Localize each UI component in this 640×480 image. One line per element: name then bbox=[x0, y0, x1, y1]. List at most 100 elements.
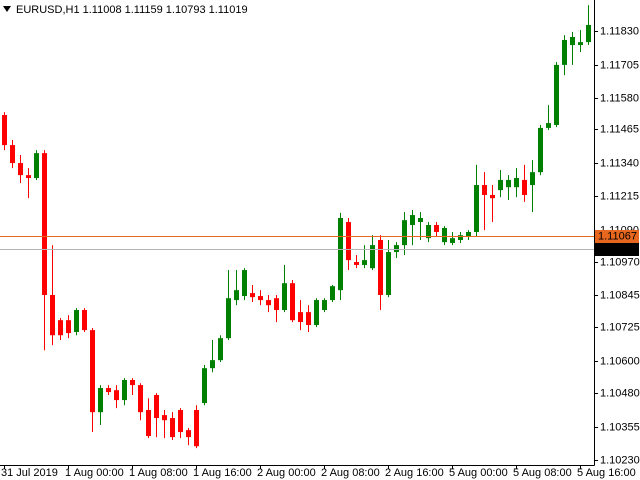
candle-body bbox=[146, 410, 151, 437]
candle-body bbox=[418, 218, 423, 223]
candle-body bbox=[378, 240, 383, 295]
y-tick-label: 1.10970 bbox=[600, 256, 640, 268]
candle-body bbox=[258, 296, 263, 301]
candle-body bbox=[522, 179, 527, 195]
candle-body bbox=[498, 179, 503, 191]
x-tick-label: 5 Aug 16:00 bbox=[577, 467, 636, 479]
candle-body bbox=[18, 163, 23, 176]
candle-body bbox=[538, 127, 543, 173]
candle-body bbox=[298, 312, 303, 323]
candle-body bbox=[242, 270, 247, 297]
candle-body bbox=[58, 320, 63, 336]
candle-body bbox=[314, 300, 319, 326]
candle-body bbox=[42, 153, 47, 295]
candle-body bbox=[346, 222, 351, 261]
y-tick-label: 1.11215 bbox=[600, 190, 639, 202]
candle-body bbox=[106, 388, 111, 393]
candle-body bbox=[330, 286, 335, 301]
candle-body bbox=[234, 290, 239, 301]
candle-body bbox=[410, 215, 415, 225]
price-label: 1.11067 bbox=[598, 230, 637, 242]
y-tick-label: 1.10355 bbox=[600, 421, 640, 433]
y-tick-label: 1.10725 bbox=[600, 321, 640, 333]
y-tick-label: 1.11340 bbox=[600, 157, 639, 169]
x-tick-label: 1 Aug 00:00 bbox=[65, 467, 124, 479]
price-label-box bbox=[595, 230, 639, 243]
chart-title: EURUSD,H1 1.11008 1.11159 1.10793 1.1101… bbox=[16, 4, 248, 16]
candle-body bbox=[162, 415, 167, 421]
candle-body bbox=[170, 418, 175, 438]
candle-body bbox=[386, 252, 391, 295]
y-tick-label: 1.11580 bbox=[600, 92, 639, 104]
candle-body bbox=[202, 368, 207, 404]
candle-body bbox=[138, 385, 143, 413]
candle-body bbox=[482, 185, 487, 195]
candle-body bbox=[562, 39, 567, 65]
x-tick-label: 2 Aug 00:00 bbox=[257, 467, 316, 479]
candle-body bbox=[82, 310, 87, 331]
candle-body bbox=[226, 298, 231, 339]
candle-body bbox=[130, 379, 135, 386]
candle-body bbox=[114, 390, 119, 401]
candle-body bbox=[514, 178, 519, 188]
candle-body bbox=[506, 179, 511, 188]
candle-body bbox=[186, 430, 191, 438]
candle-body bbox=[66, 320, 71, 334]
y-tick-label: 1.10480 bbox=[600, 387, 640, 399]
candle-body bbox=[586, 24, 591, 43]
candle-body bbox=[266, 300, 271, 306]
candle-body bbox=[250, 293, 255, 298]
candle-body bbox=[2, 115, 7, 146]
candle-body bbox=[426, 224, 431, 239]
candle-body bbox=[458, 235, 463, 241]
collapse-icon[interactable] bbox=[3, 6, 11, 12]
x-tick-label: 5 Aug 00:00 bbox=[449, 467, 508, 479]
candle-body bbox=[490, 194, 495, 199]
candle-body bbox=[210, 360, 215, 369]
candle-body bbox=[194, 410, 199, 447]
candle-body bbox=[466, 231, 471, 236]
y-tick-label: 1.10845 bbox=[600, 289, 640, 301]
candle-body bbox=[34, 153, 39, 179]
x-tick-label: 2 Aug 08:00 bbox=[321, 467, 380, 479]
price-label: 1.11019 bbox=[598, 243, 637, 255]
candle-body bbox=[354, 261, 359, 265]
candle-body bbox=[546, 123, 551, 128]
candle-body bbox=[306, 312, 311, 326]
candle-body bbox=[154, 395, 159, 419]
candle-body bbox=[554, 64, 559, 125]
candle-body bbox=[450, 238, 455, 243]
x-tick-label: 2 Aug 16:00 bbox=[385, 467, 444, 479]
candle-body bbox=[90, 330, 95, 413]
y-tick-label: 1.11705 bbox=[600, 59, 639, 71]
candle-body bbox=[218, 338, 223, 361]
candle-body bbox=[10, 145, 15, 164]
candle-body bbox=[274, 298, 279, 310]
candle-body bbox=[442, 227, 447, 243]
y-tick-label: 1.10600 bbox=[600, 355, 640, 367]
candle-body bbox=[290, 283, 295, 321]
price-label-box bbox=[595, 243, 639, 256]
candle-body bbox=[74, 310, 79, 332]
candle-body bbox=[362, 260, 367, 265]
candle-body bbox=[402, 220, 407, 246]
candle-body bbox=[570, 37, 575, 46]
candle-body bbox=[530, 172, 535, 186]
candle-body bbox=[394, 245, 399, 253]
y-tick-label: 1.11465 bbox=[600, 123, 639, 135]
x-tick-label: 31 Jul 2019 bbox=[1, 467, 58, 479]
candle-body bbox=[370, 245, 375, 269]
y-tick-label: 1.11830 bbox=[600, 25, 639, 37]
x-tick-label: 5 Aug 08:00 bbox=[513, 467, 572, 479]
candle-body bbox=[474, 185, 479, 232]
x-tick-label: 1 Aug 16:00 bbox=[193, 467, 252, 479]
x-tick-label: 1 Aug 08:00 bbox=[129, 467, 188, 479]
candle-body bbox=[178, 410, 183, 433]
candle-body bbox=[122, 379, 127, 401]
candle-body bbox=[50, 294, 55, 336]
candle-body bbox=[434, 224, 439, 232]
candle-body bbox=[338, 218, 343, 291]
candle-body bbox=[98, 388, 103, 413]
